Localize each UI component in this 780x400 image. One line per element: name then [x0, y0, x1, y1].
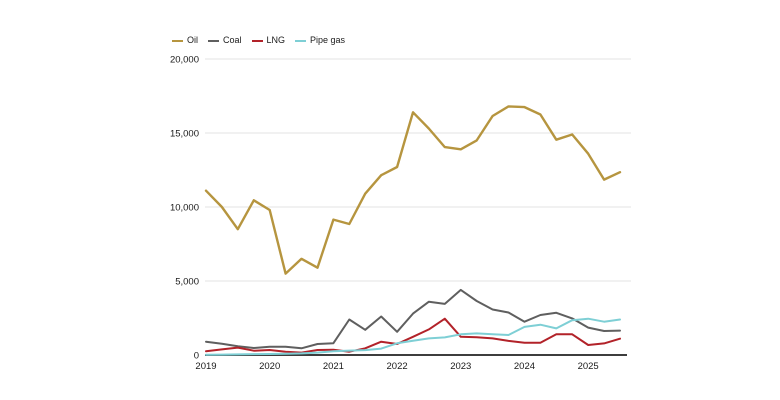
coal-line [205, 288, 621, 350]
y-tick-label: 20,000 [170, 55, 199, 66]
y-tick-label: 5,000 [175, 277, 199, 288]
x-tick-label: 2020 [259, 361, 280, 372]
y-tick-label: 15,000 [170, 129, 199, 140]
legend-label: Coal [223, 35, 242, 45]
legend-swatch-coal [208, 39, 219, 42]
legend-label: LNG [266, 35, 286, 45]
legend-swatch-pipe-gas [295, 39, 307, 42]
chart-legend: Oil Coal LNG Pipe gas [172, 36, 345, 45]
legend-swatch-oil [172, 39, 183, 42]
x-tick-label: 2019 [195, 361, 216, 372]
pipe-gas-line [205, 317, 621, 356]
lng-line [205, 317, 621, 354]
legend-label: Pipe gas [310, 35, 346, 45]
legend-item-pipe-gas: Pipe gas [295, 36, 345, 45]
legend-item-lng: LNG [251, 35, 286, 45]
x-tick-label: 2025 [578, 361, 599, 372]
x-tick-label: 2023 [450, 361, 471, 372]
legend-label: Oil [187, 35, 198, 45]
legend-item-coal: Coal [208, 36, 242, 45]
x-tick-label: 2024 [514, 361, 535, 372]
legend-item-oil: Oil [172, 36, 198, 45]
x-tick-label: 2022 [387, 361, 408, 372]
y-tick-label: 0 [194, 351, 199, 362]
y-tick-label: 10,000 [170, 203, 199, 214]
legend-swatch-lng [251, 39, 263, 42]
x-tick-label: 2021 [323, 361, 344, 372]
oil-line [204, 105, 622, 275]
